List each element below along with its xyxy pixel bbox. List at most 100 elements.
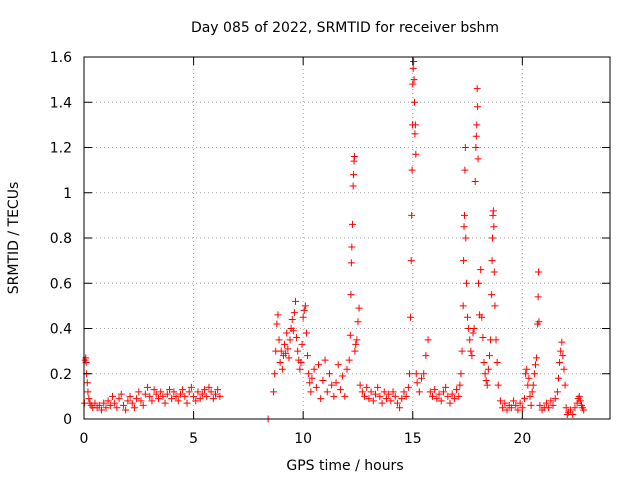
data-point: [128, 399, 136, 407]
data-point: [535, 318, 543, 326]
data-point: [489, 234, 497, 242]
data-point: [291, 297, 299, 305]
data-point: [296, 365, 304, 373]
data-point: [349, 182, 357, 190]
data-point: [343, 365, 351, 373]
data-point: [299, 313, 307, 321]
data-point: [411, 130, 419, 138]
data-point: [285, 354, 293, 362]
data-point: [536, 401, 544, 409]
data-point: [479, 334, 487, 342]
data-point: [115, 395, 123, 403]
data-point: [108, 392, 116, 400]
data-point: [293, 334, 301, 342]
data-point: [106, 401, 114, 409]
data-point: [104, 397, 112, 405]
data-point: [301, 302, 309, 310]
data-point: [446, 399, 454, 407]
data-point: [336, 386, 344, 394]
data-point: [418, 374, 426, 382]
data-point: [439, 388, 447, 396]
data-point: [328, 381, 336, 389]
data-point: [137, 397, 145, 405]
data-point: [530, 370, 538, 378]
data-point: [499, 404, 507, 412]
data-point: [354, 318, 362, 326]
data-point: [302, 329, 310, 337]
data-point: [456, 381, 464, 389]
data-point: [334, 361, 342, 369]
data-point: [194, 388, 202, 396]
data-point: [545, 404, 553, 412]
data-point: [380, 388, 388, 396]
data-point: [442, 383, 450, 391]
data-point: [284, 345, 292, 353]
data-point: [522, 370, 530, 378]
data-point: [102, 404, 110, 412]
data-point: [275, 336, 283, 344]
data-point: [159, 392, 167, 400]
y-tick-label: 1: [63, 186, 72, 202]
data-point: [413, 379, 421, 387]
data-point: [402, 392, 410, 400]
data-point: [317, 395, 325, 403]
data-point: [409, 80, 417, 88]
data-point: [339, 372, 347, 380]
x-tick-label: 5: [189, 431, 198, 447]
data-point: [325, 370, 333, 378]
data-point: [527, 401, 535, 409]
y-tick-label: 0.6: [50, 276, 72, 292]
data-point: [341, 392, 349, 400]
data-point: [185, 388, 193, 396]
data-point: [168, 395, 176, 403]
data-point: [580, 406, 588, 414]
chart-title: Day 085 of 2022, SRMTID for receiver bsh…: [191, 20, 499, 36]
data-point: [473, 85, 481, 93]
y-axis-label: SRMTID / TECUs: [6, 182, 22, 295]
data-point: [356, 381, 364, 389]
data-point: [549, 401, 557, 409]
data-point: [483, 381, 491, 389]
data-point: [571, 404, 579, 412]
data-point: [119, 401, 127, 409]
data-point: [282, 349, 290, 357]
data-point: [521, 395, 529, 403]
data-point: [407, 313, 415, 321]
data-point: [203, 392, 211, 400]
data-point: [533, 354, 541, 362]
data-point: [431, 386, 439, 394]
data-point: [567, 406, 575, 414]
data-point: [488, 291, 496, 299]
data-point: [332, 379, 340, 387]
data-point: [148, 397, 156, 405]
data-point: [503, 406, 511, 414]
data-point: [270, 388, 278, 396]
y-tick-label: 0.4: [50, 322, 72, 338]
gridlines: [84, 57, 610, 419]
data-point: [444, 392, 452, 400]
y-tick-label: 0: [63, 412, 72, 428]
data-point: [298, 340, 306, 348]
data-point: [288, 315, 296, 323]
x-axis-label: GPS time / hours: [286, 458, 403, 474]
data-point: [467, 347, 475, 355]
data-point: [122, 406, 130, 414]
data-point: [551, 395, 559, 403]
data-point: [512, 401, 520, 409]
data-point: [428, 392, 436, 400]
data-point: [474, 103, 482, 111]
data-point: [201, 386, 209, 394]
data-point: [273, 320, 281, 328]
data-point: [411, 121, 419, 129]
data-point: [450, 395, 458, 403]
data-point: [91, 399, 99, 407]
data-point: [494, 381, 502, 389]
data-point: [534, 293, 542, 301]
data-point: [477, 266, 485, 274]
data-point: [396, 404, 404, 412]
data-point: [283, 329, 291, 337]
data-point: [448, 390, 456, 398]
data-point: [281, 340, 289, 348]
data-point: [461, 166, 469, 174]
